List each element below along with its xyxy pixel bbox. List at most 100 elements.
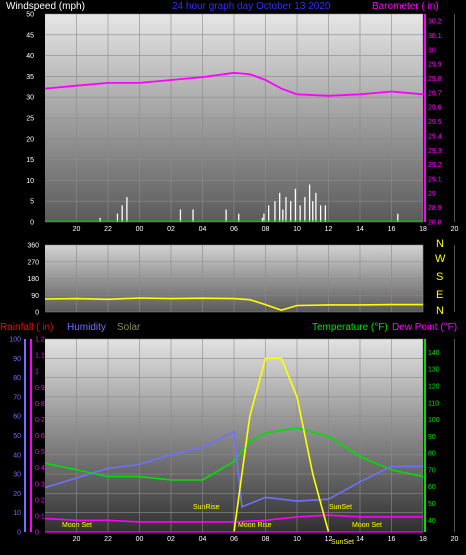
x-tick-label: 04 <box>199 226 207 233</box>
windspeed-tick-label: 30 <box>26 95 34 102</box>
barometer-tick-label: 29 <box>428 191 436 198</box>
barometer-tick-label: 29.2 <box>428 162 442 169</box>
humidity-tick-label: 80 <box>13 375 21 382</box>
x-tick-label: 10 <box>293 536 301 543</box>
wind-direction-line <box>44 297 423 311</box>
rainfall-axis-label: Rainfall ( in) <box>0 322 53 333</box>
x-tick-label: 10 <box>293 226 301 233</box>
humidity-tick-label: 90 <box>13 356 21 363</box>
barometer-axis-label: Barometer ( in) <box>372 1 439 12</box>
barometer-tick-label: 29.1 <box>428 176 442 183</box>
solar-axis-label: Solar <box>117 322 141 333</box>
winddir-tick-label: 180 <box>27 276 39 283</box>
moonrise-label: Moon Rise <box>238 522 272 529</box>
barometer-tick-label: 30 <box>428 47 436 54</box>
x-tick-label: 22 <box>104 536 112 543</box>
graph-title: 24 hour graph day October 13 2020 <box>172 1 331 12</box>
x-tick-label: 20 <box>73 226 81 233</box>
temperature-tick-label: 120 <box>428 383 440 390</box>
rainfall-tick-label: 0.7 <box>35 417 45 424</box>
compass-e: E <box>436 289 443 301</box>
rainfall-tick-label: 0.5 <box>35 449 45 456</box>
compass-n-bottom: N <box>436 305 444 317</box>
rainfall-tick-label: 0.1 <box>35 513 45 520</box>
barometer-tick-label: 28.8 <box>428 220 442 227</box>
windspeed-tick-label: 25 <box>26 116 34 123</box>
temperature-axis-label: Temperature (°F) <box>312 322 388 333</box>
humidity-tick-label: 40 <box>13 452 21 459</box>
windspeed-tick-label: 20 <box>26 136 34 143</box>
windspeed-axis-label: Windspeed (mph) <box>6 1 85 12</box>
rainfall-tick-label: 0 <box>35 530 39 537</box>
temperature-tick-label: 110 <box>428 400 439 407</box>
temperature-tick-label: 140 <box>428 350 440 357</box>
rainfall-tick-label: 1 <box>35 369 39 376</box>
barometer-tick-label: 28.9 <box>428 205 442 212</box>
rainfall-tick-label: 1.2 <box>35 337 45 344</box>
barometer-tick-label: 29.3 <box>428 148 442 155</box>
temperature-tick-label: 70 <box>428 467 436 474</box>
winddir-tick-label: 360 <box>27 243 39 250</box>
temperature-tick-label: 80 <box>428 451 436 458</box>
x-tick-label: 00 <box>136 536 144 543</box>
humidity-tick-label: 0 <box>17 530 21 537</box>
x-tick-label: 12 <box>325 536 333 543</box>
x-tick-label: 00 <box>136 226 144 233</box>
humidity-tick-label: 20 <box>13 491 21 498</box>
rainfall-tick-label: 0.8 <box>35 401 45 408</box>
moonset-label-left: Moon Set <box>62 522 92 529</box>
humidity-tick-label: 70 <box>13 394 21 401</box>
solar-line <box>233 357 330 533</box>
astro-annotations: SunRise SunSet Moon Set Moon Rise SunSet… <box>62 504 382 546</box>
x-tick-label: 06 <box>230 226 238 233</box>
temperature-tick-label: 50 <box>428 501 436 508</box>
barometer-tick-label: 29.4 <box>428 133 442 140</box>
windspeed-tick-label: 45 <box>26 32 34 39</box>
sunset-label-bottom: SunSet <box>331 539 354 546</box>
x-tick-label: 14 <box>356 536 364 543</box>
x-tick-label: 02 <box>167 536 175 543</box>
barometer-tick-label: 29.8 <box>428 76 442 83</box>
humidity-tick-label: 10 <box>13 510 21 517</box>
windspeed-tick-label: 50 <box>26 12 34 19</box>
sunrise-label: SunRise <box>193 504 220 511</box>
temperature-line <box>44 427 424 481</box>
compass-s: S <box>436 271 443 283</box>
rainfall-tick-label: 1.1 <box>35 353 45 360</box>
compass-labels: N W S E N <box>435 238 446 317</box>
x-tick-label: 08 <box>262 226 270 233</box>
humidity-tick-label: 30 <box>13 472 21 479</box>
humidity-tick-label: 100 <box>9 337 21 344</box>
x-tick-label: 16 <box>388 226 396 233</box>
dewpoint-line <box>44 514 423 523</box>
barometer-tick-label: 29.9 <box>428 62 442 69</box>
rainfall-tick-label: 0.2 <box>35 497 45 504</box>
moonset-label-right: Moon Set <box>352 522 382 529</box>
x-tick-label: 20 <box>73 536 81 543</box>
barometer-tick-label: 30.2 <box>428 19 442 26</box>
rainfall-tick-label: 0.6 <box>35 433 45 440</box>
x-tick-label: 04 <box>199 536 207 543</box>
temperature-tick-label: 100 <box>428 417 440 424</box>
temperature-tick-label: 130 <box>428 367 440 374</box>
x-tick-label: 18 <box>419 226 427 233</box>
dewpoint-axis-label: Dew Point (°F) <box>392 322 457 333</box>
x-tick-label: 20 <box>451 226 459 233</box>
x-tick-label: 02 <box>167 226 175 233</box>
winddir-tick-label: 0 <box>35 310 39 317</box>
windspeed-tick-label: 0 <box>30 220 34 227</box>
rainfall-tick-label: 0.3 <box>35 481 45 488</box>
x-tick-label: 14 <box>356 226 364 233</box>
compass-n-top: N <box>436 238 444 250</box>
temperature-tick-label: 60 <box>428 484 436 491</box>
temperature-tick-label: 90 <box>428 434 436 441</box>
windspeed-tick-label: 35 <box>26 74 34 81</box>
temperature-tick-label: 40 <box>428 518 436 525</box>
x-tick-label: 06 <box>230 536 238 543</box>
humidity-line <box>44 430 423 509</box>
compass-w: W <box>435 253 446 265</box>
rainfall-tick-label: 0.9 <box>35 385 45 392</box>
x-tick-label: 16 <box>388 536 396 543</box>
rainfall-tick-label: 0.4 <box>35 465 45 472</box>
x-tick-label: 18 <box>419 536 427 543</box>
